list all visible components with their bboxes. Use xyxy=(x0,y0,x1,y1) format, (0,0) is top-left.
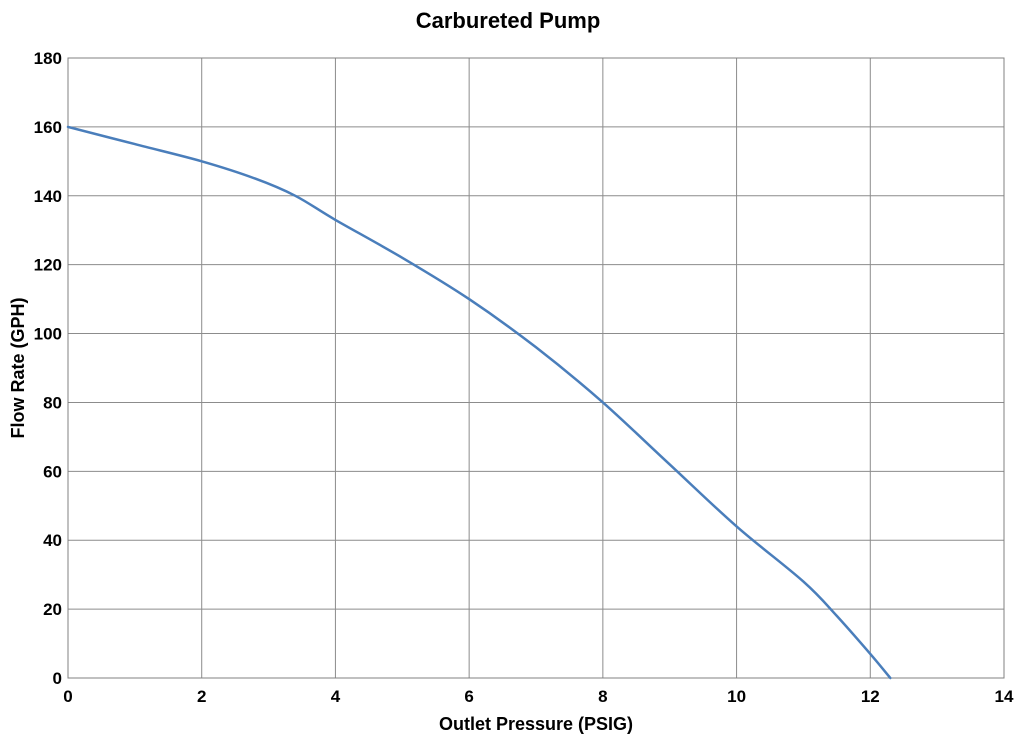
x-tick-label: 12 xyxy=(861,687,880,706)
grid xyxy=(67,57,1005,679)
series-line xyxy=(66,125,892,680)
x-axis: 0 2 4 6 8 10 12 14 xyxy=(63,687,1014,706)
y-axis-label: Flow Rate (GPH) xyxy=(8,297,28,438)
y-tick-label: 160 xyxy=(34,118,62,137)
y-tick-label: 40 xyxy=(43,531,62,550)
x-tick-label: 0 xyxy=(63,687,72,706)
x-tick-label: 8 xyxy=(598,687,607,706)
x-tick-label: 6 xyxy=(464,687,473,706)
y-tick-label: 120 xyxy=(34,256,62,275)
x-axis-label: Outlet Pressure (PSIG) xyxy=(439,714,633,734)
x-tick-label: 14 xyxy=(995,687,1014,706)
y-tick-label: 100 xyxy=(34,325,62,344)
y-tick-label: 180 xyxy=(34,49,62,68)
y-tick-label: 60 xyxy=(43,462,62,481)
y-tick-label: 140 xyxy=(34,187,62,206)
x-tick-label: 10 xyxy=(727,687,746,706)
y-tick-label: 20 xyxy=(43,600,62,619)
y-tick-label: 80 xyxy=(43,393,62,412)
y-axis: 0 20 40 60 80 100 120 140 160 180 xyxy=(34,49,62,688)
y-tick-label: 0 xyxy=(53,669,62,688)
chart-title: Carbureted Pump xyxy=(415,8,601,33)
x-tick-label: 4 xyxy=(331,687,341,706)
x-tick-label: 2 xyxy=(197,687,206,706)
plot-area xyxy=(67,57,1005,679)
